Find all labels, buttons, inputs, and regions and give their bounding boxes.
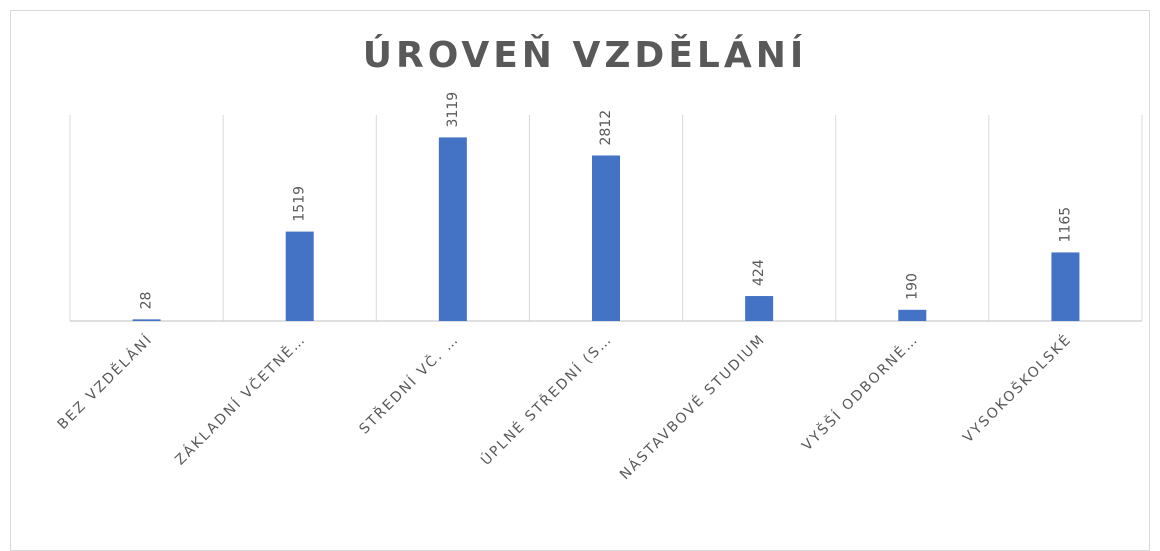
bar [1051,252,1080,321]
data-label: 190 [904,273,920,300]
data-label: 2812 [598,110,614,146]
chart-title: ÚROVEŇ VZDĚLÁNÍ [363,34,807,76]
bar [898,309,927,321]
bar [745,296,774,321]
bar [592,155,620,321]
bar [438,137,467,321]
data-label: 3119 [445,92,461,128]
data-label: 1519 [292,186,308,222]
data-label: 424 [751,259,767,286]
chart-border [10,10,1150,551]
bar [285,231,314,321]
data-label: 1165 [1057,207,1073,243]
data-label: 28 [139,292,155,310]
bar [132,319,161,321]
